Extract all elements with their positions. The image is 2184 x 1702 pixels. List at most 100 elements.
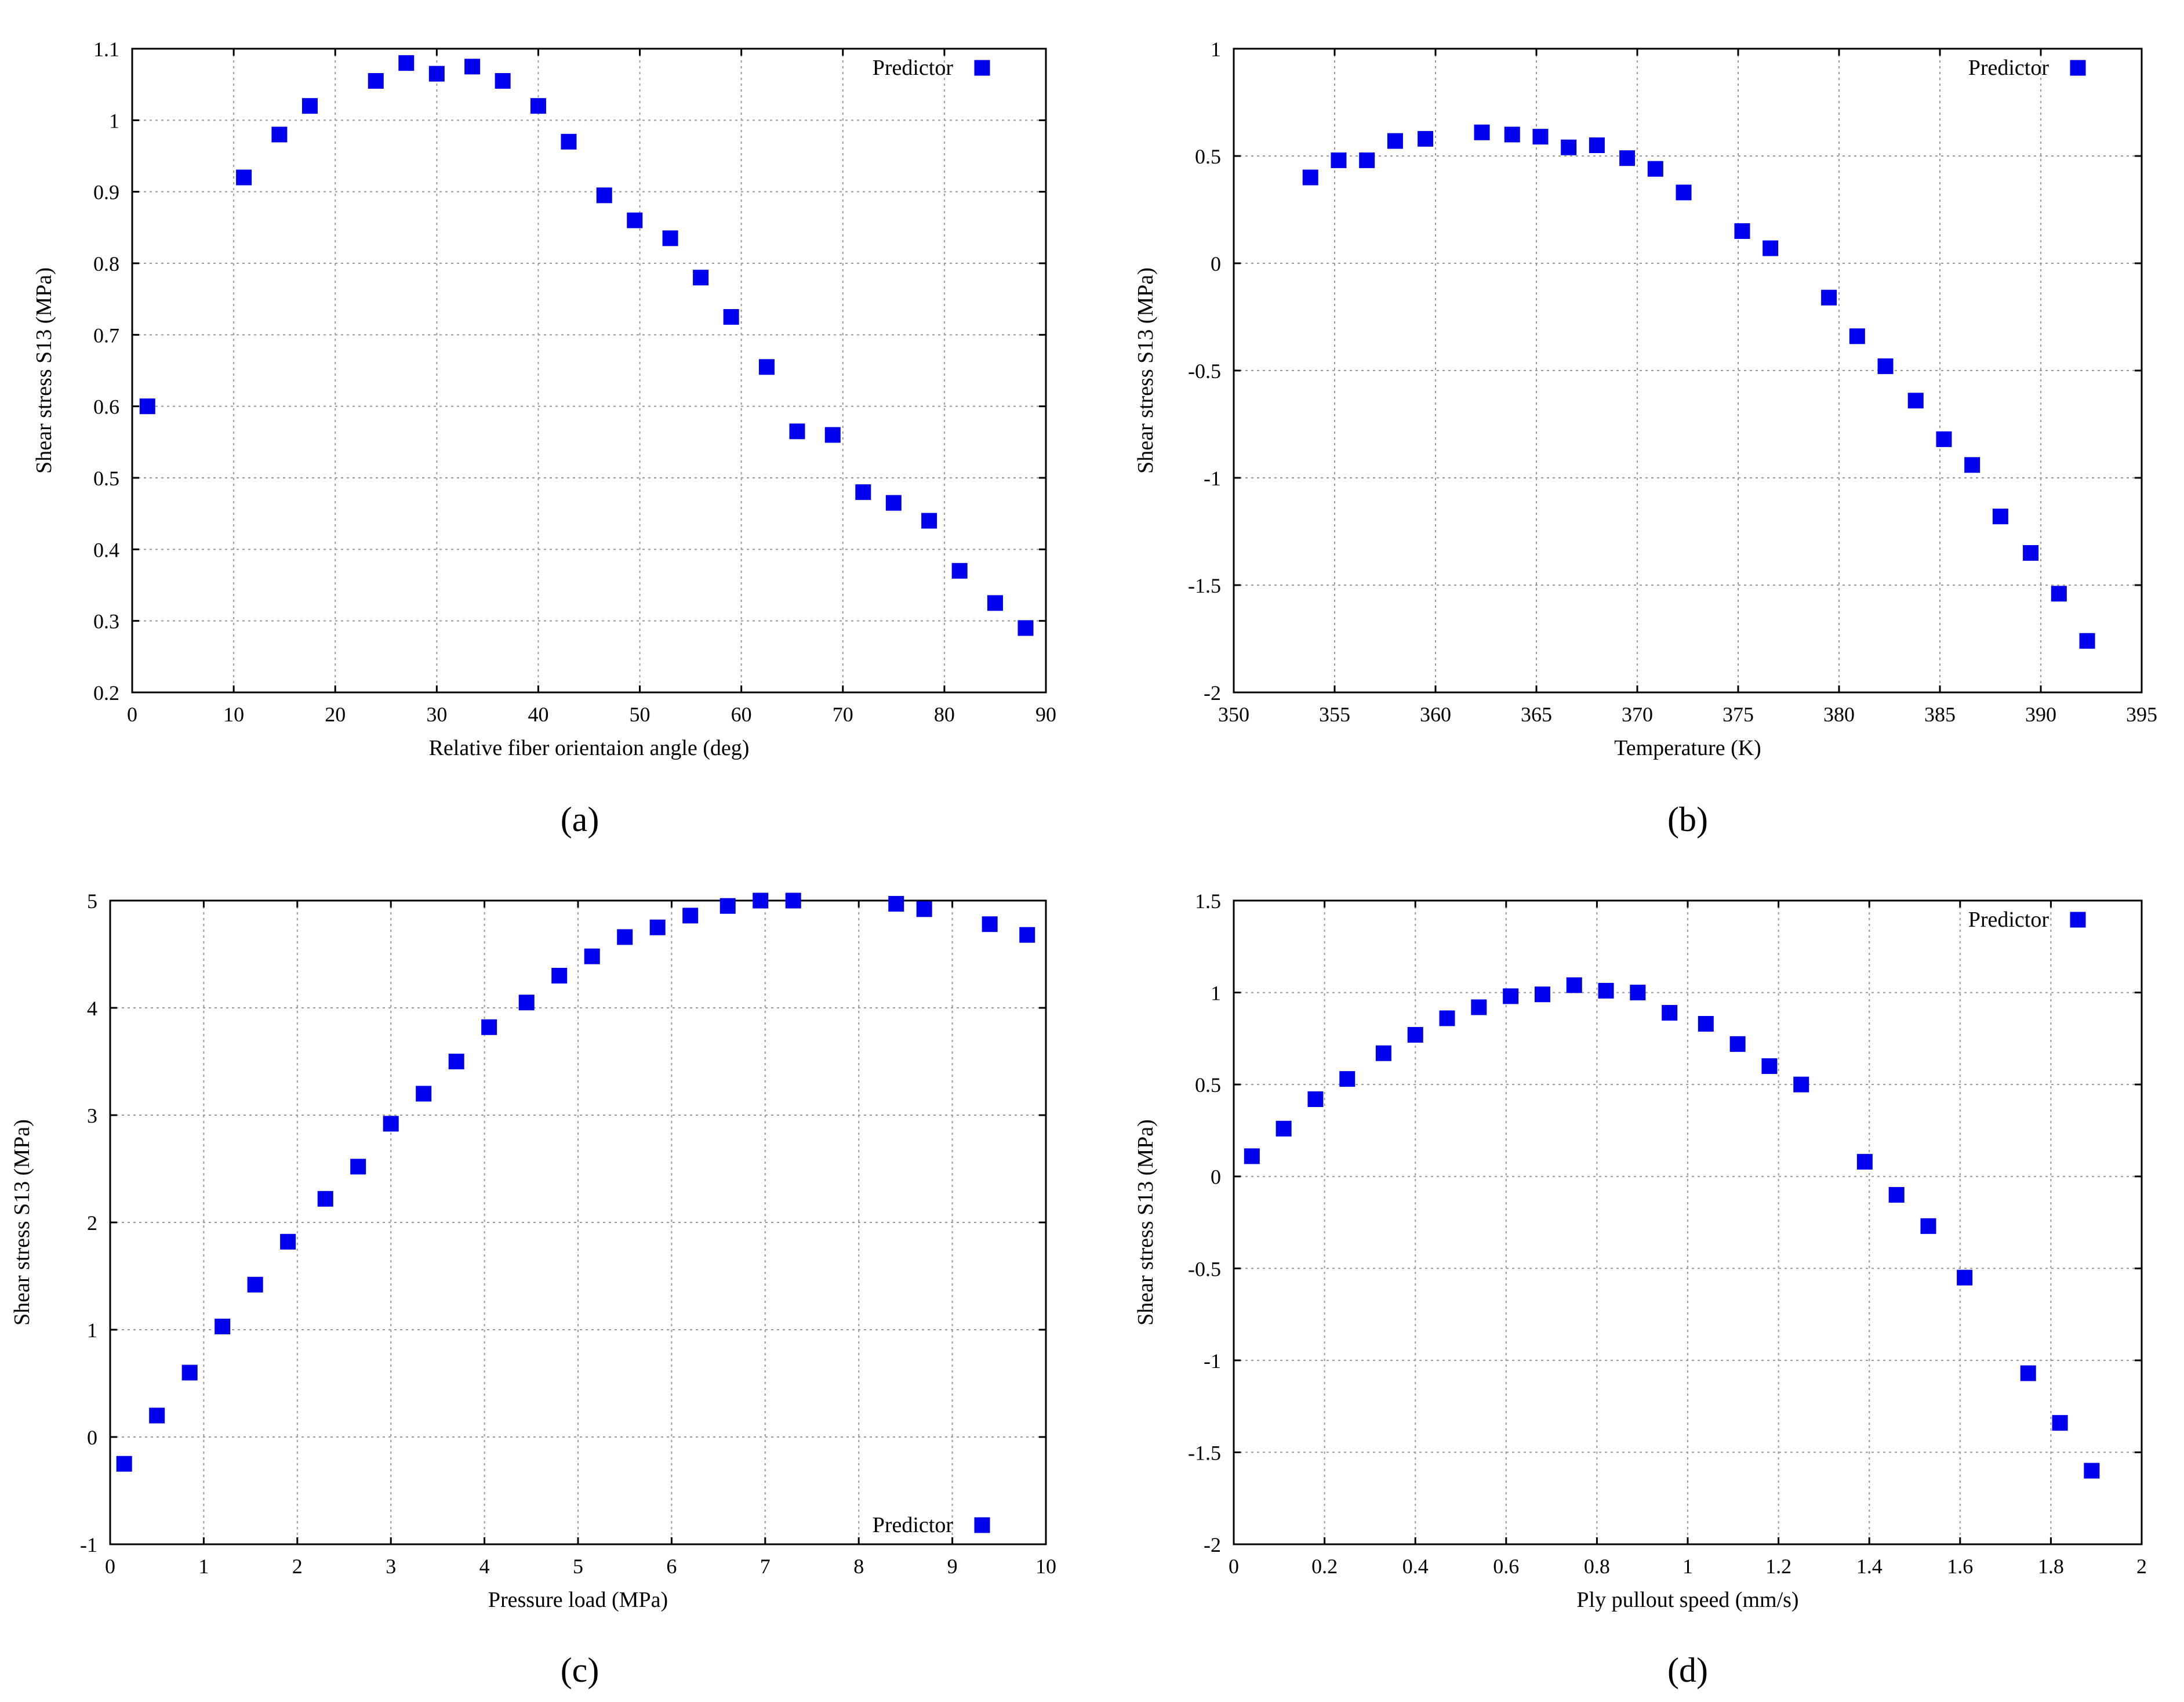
x-tick-label: 385 bbox=[1924, 703, 1956, 726]
data-point bbox=[1849, 328, 1865, 344]
x-tick-label: 90 bbox=[1035, 703, 1056, 726]
x-tick-label: 80 bbox=[934, 703, 955, 726]
data-point bbox=[1662, 1004, 1678, 1021]
data-point bbox=[1439, 1010, 1455, 1026]
x-tick-label: 0 bbox=[127, 703, 137, 726]
y-tick-label: 0.8 bbox=[93, 252, 119, 275]
data-point bbox=[1647, 161, 1663, 177]
y-tick-label: 1 bbox=[109, 109, 119, 132]
data-point bbox=[236, 169, 252, 186]
y-tick-label: 0.9 bbox=[93, 181, 119, 204]
data-point bbox=[1877, 358, 1894, 375]
data-point bbox=[758, 359, 775, 375]
data-point bbox=[824, 427, 841, 443]
y-tick-label: 5 bbox=[87, 890, 97, 913]
data-point bbox=[495, 73, 511, 89]
data-point bbox=[1936, 431, 1952, 447]
y-axis-label: Shear stress S13 (MPa) bbox=[32, 267, 56, 474]
x-tick-label: 1 bbox=[1682, 1555, 1693, 1578]
data-point bbox=[584, 948, 600, 964]
data-point bbox=[2052, 1415, 2068, 1431]
y-tick-label: 1 bbox=[87, 1319, 97, 1342]
data-point bbox=[116, 1456, 132, 1472]
data-point bbox=[1619, 150, 1636, 166]
data-point bbox=[785, 892, 801, 909]
x-tick-label: 6 bbox=[666, 1555, 677, 1578]
plot-frame bbox=[109, 899, 1047, 1545]
data-point bbox=[1275, 1120, 1292, 1137]
y-tick-label: 0.4 bbox=[93, 538, 119, 561]
data-point bbox=[916, 901, 932, 917]
data-point bbox=[1387, 133, 1403, 149]
data-point bbox=[885, 495, 902, 511]
data-point bbox=[1474, 124, 1490, 140]
plot-frame bbox=[131, 48, 1047, 694]
legend-marker bbox=[2070, 912, 2086, 928]
data-point bbox=[987, 595, 1003, 611]
data-point bbox=[1821, 289, 1837, 306]
data-point bbox=[921, 513, 937, 529]
legend-label: Predictor bbox=[1968, 908, 2049, 932]
data-point bbox=[2051, 586, 2067, 602]
y-tick-label: 0.5 bbox=[93, 467, 119, 490]
data-point bbox=[753, 892, 769, 909]
data-point bbox=[1676, 184, 1692, 201]
y-tick-label: 1.5 bbox=[1195, 890, 1221, 913]
x-tick-label: 1 bbox=[198, 1555, 209, 1578]
y-tick-label: 0 bbox=[1211, 252, 1221, 275]
data-point bbox=[1561, 139, 1577, 155]
y-tick-label: 0.2 bbox=[93, 681, 119, 705]
x-tick-label: 40 bbox=[528, 703, 548, 726]
y-tick-label: -2 bbox=[1204, 681, 1221, 705]
y-tick-label: -1.5 bbox=[1188, 574, 1221, 597]
data-point bbox=[1992, 509, 2008, 525]
data-point bbox=[1504, 126, 1520, 143]
chart-panel-c: 0 1 2 3 4 5 6 7 8 9 10 -1 0 1 2 3 4 5 Pressure load (MPa) S… bbox=[10, 890, 1056, 1689]
data-point bbox=[1534, 986, 1550, 1003]
data-point bbox=[464, 59, 481, 75]
data-point bbox=[719, 898, 736, 914]
x-axis-label: Pressure load (MPa) bbox=[488, 1588, 668, 1612]
x-tick-label: 70 bbox=[833, 703, 853, 726]
y-tick-label: 0.7 bbox=[93, 324, 119, 347]
data-point bbox=[518, 995, 535, 1011]
x-tick-label: 355 bbox=[1319, 703, 1350, 726]
y-tick-label: 1 bbox=[1211, 982, 1221, 1005]
x-tick-label: 390 bbox=[2025, 703, 2056, 726]
legend-marker bbox=[974, 1517, 990, 1533]
data-point bbox=[951, 563, 968, 579]
data-point bbox=[1964, 457, 1981, 473]
data-point bbox=[1471, 999, 1487, 1015]
x-tick-label: 0.2 bbox=[1311, 1555, 1338, 1578]
x-tick-label: 60 bbox=[731, 703, 752, 726]
data-point bbox=[789, 423, 805, 440]
data-point bbox=[481, 1019, 497, 1035]
data-point bbox=[1017, 620, 1034, 636]
data-point bbox=[181, 1364, 198, 1381]
panel-caption: (b) bbox=[1667, 800, 1708, 839]
chart-panel-b: 350 355 360 365 370 375 380 385 390 395 -2 -1.5 -1 -0… bbox=[1133, 38, 2157, 839]
x-tick-label: 0 bbox=[105, 1555, 115, 1578]
x-tick-label: 20 bbox=[325, 703, 346, 726]
data-point bbox=[1793, 1076, 1809, 1093]
x-tick-label: 10 bbox=[223, 703, 244, 726]
plot-frame bbox=[1233, 899, 2143, 1545]
chart-panel-a: 0 10 20 30 40 50 60 70 80 90 0.2 0.3 0.4 0.5 0.6 0.7 0.8… bbox=[32, 38, 1056, 839]
plot-frame bbox=[1233, 48, 2143, 694]
x-tick-label: 1.6 bbox=[1947, 1555, 1973, 1578]
data-point bbox=[2023, 545, 2039, 561]
data-point bbox=[1761, 1058, 1778, 1074]
data-point bbox=[2020, 1365, 2036, 1381]
data-point bbox=[530, 98, 546, 114]
y-tick-label: -1 bbox=[1204, 467, 1221, 490]
data-point bbox=[448, 1054, 464, 1069]
data-point bbox=[139, 398, 155, 415]
data-point bbox=[428, 66, 445, 82]
data-point bbox=[1888, 1186, 1905, 1203]
data-point bbox=[247, 1276, 263, 1293]
y-tick-label: -1.5 bbox=[1188, 1441, 1221, 1464]
y-tick-label: 0 bbox=[1211, 1166, 1221, 1189]
x-tick-label: 5 bbox=[573, 1555, 583, 1578]
data-point bbox=[301, 98, 318, 114]
